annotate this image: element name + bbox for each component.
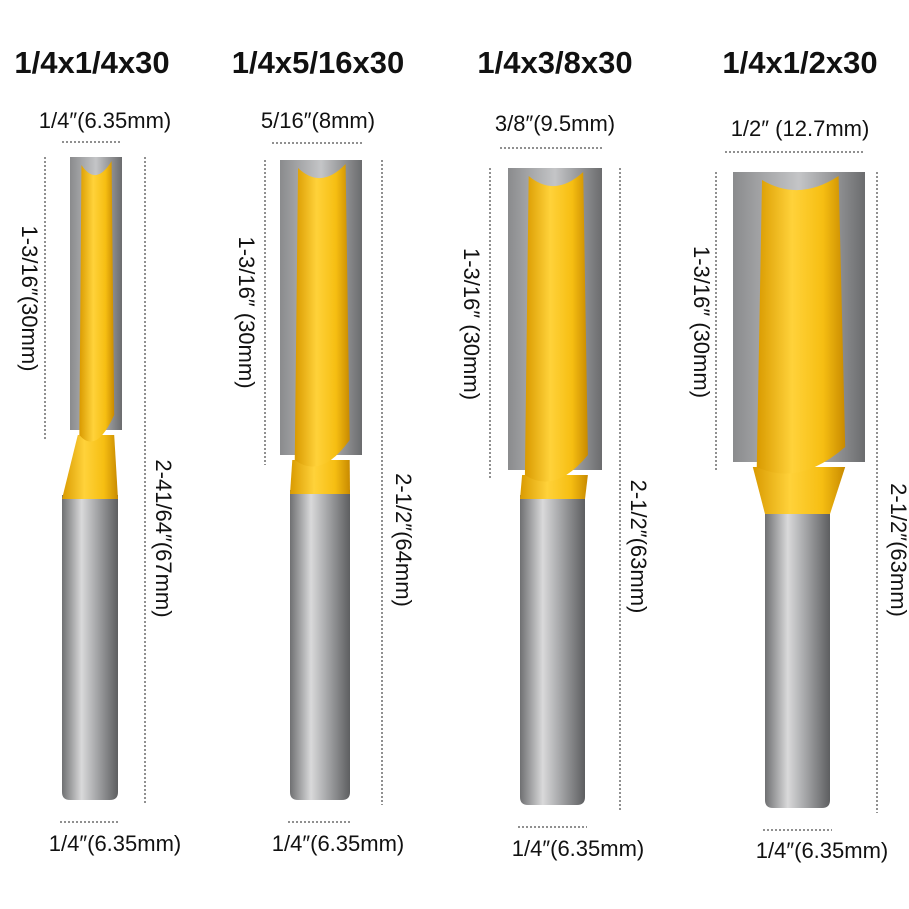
neck — [520, 475, 588, 499]
cut-length-label: 1-3/16″(30mm) — [17, 226, 42, 372]
shank-label: 1/4″(6.35mm) — [272, 831, 405, 856]
cut-length-label: 1-3/16″ (30mm) — [459, 248, 484, 400]
diameter-label: 1/4″(6.35mm) — [39, 108, 172, 133]
overall-length-label: 2-1/2″(63mm) — [626, 480, 651, 614]
flute — [756, 176, 846, 474]
bit-title: 1/4x1/4x30 — [14, 45, 169, 80]
bit-title: 1/4x1/2x30 — [722, 45, 877, 80]
overall-length-label: 2-1/2″(64mm) — [391, 473, 416, 607]
shank-label: 1/4″(6.35mm) — [512, 836, 645, 861]
bit-title: 1/4x5/16x30 — [232, 45, 404, 80]
overall-length-label: 2-1/2″(63mm) — [886, 483, 909, 617]
shank — [765, 510, 830, 808]
shank — [62, 495, 118, 800]
neck — [752, 467, 846, 514]
shank — [290, 490, 350, 800]
neck — [62, 435, 118, 499]
shank-label: 1/4″(6.35mm) — [756, 838, 889, 863]
shank — [520, 495, 585, 805]
shank-label: 1/4″(6.35mm) — [49, 831, 182, 856]
cut-length-label: 1-3/16″ (30mm) — [689, 246, 714, 398]
bit-title: 1/4x3/8x30 — [477, 45, 632, 80]
overall-length-label: 2-41/64″(67mm) — [151, 459, 176, 617]
flute — [79, 161, 115, 442]
diameter-label: 3/8″(9.5mm) — [495, 111, 615, 136]
flute — [524, 172, 588, 482]
cut-length-label: 1-3/16″ (30mm) — [234, 236, 259, 388]
neck — [290, 460, 350, 494]
diameter-label: 1/2″ (12.7mm) — [731, 116, 870, 141]
diameter-label: 5/16″(8mm) — [261, 108, 375, 133]
flute — [294, 164, 350, 467]
